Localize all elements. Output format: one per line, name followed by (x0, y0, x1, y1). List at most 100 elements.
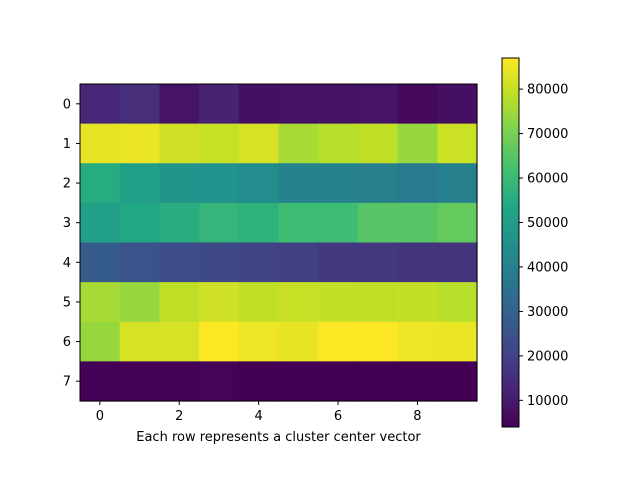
colorbar-tick-label: 60000 (527, 172, 568, 187)
heatmap-cell (119, 84, 160, 125)
heatmap-cell (199, 282, 240, 323)
heatmap-cell (238, 84, 280, 125)
colorbar-tick-label: 30000 (527, 305, 568, 320)
y-tick-label: 0 (63, 97, 71, 112)
heatmap-cell (278, 282, 319, 323)
colorbar-ticks: 10000 20000 30000 40000 50000 60000 70000 80000 (519, 83, 568, 409)
heatmap-cell (437, 84, 478, 125)
heatmap-cell (278, 202, 319, 244)
heatmap-cell (397, 282, 438, 323)
heatmap-cell (397, 361, 438, 402)
heatmap-cell (397, 321, 438, 362)
heatmap-cell (278, 242, 319, 283)
heatmap-cell (119, 321, 160, 362)
heatmap-cell (278, 163, 319, 204)
heatmap-cell (80, 361, 121, 402)
axes-frame (79, 83, 478, 402)
heatmap-cell (119, 361, 160, 402)
colorbar-tick-label: 70000 (527, 127, 568, 142)
heatmap-cell (397, 202, 438, 244)
heatmap-cell (159, 84, 200, 125)
heatmap-cell (238, 282, 280, 323)
heatmap-cell (119, 163, 160, 204)
heatmap-cell (437, 321, 478, 362)
heatmap-cell (318, 282, 359, 323)
heatmap-cell (437, 282, 478, 323)
heatmap-cell (80, 123, 121, 164)
x-tick-label: 4 (255, 409, 263, 424)
heatmap-cell (397, 123, 438, 164)
heatmap-cell (357, 163, 399, 204)
heatmap-cell (437, 163, 478, 204)
colorbar-tick-label: 40000 (527, 260, 568, 275)
heatmap-cell (199, 163, 240, 204)
heatmap-cell (238, 202, 280, 244)
colorbar-tick-label: 50000 (527, 216, 568, 231)
y-tick-label: 3 (63, 216, 71, 231)
heatmap-cell (278, 84, 319, 125)
y-tick-label: 5 (63, 295, 71, 310)
heatmap-cell (238, 242, 280, 283)
x-tick-label: 8 (413, 409, 421, 424)
colorbar-tick-label: 80000 (527, 83, 568, 98)
heatmap-cell (357, 242, 399, 283)
heatmap-cell (278, 123, 319, 164)
heatmap-cell (159, 321, 200, 362)
heatmap-cell (278, 361, 319, 402)
heatmap-cells (80, 84, 478, 402)
heatmap-cell (80, 282, 121, 323)
heatmap-cell (318, 84, 359, 125)
heatmap-cell (397, 242, 438, 283)
y-tick-label: 6 (63, 335, 71, 350)
heatmap-cell (397, 84, 438, 125)
heatmap-cell (318, 242, 359, 283)
heatmap-cell (119, 123, 160, 164)
heatmap-cell (159, 163, 200, 204)
y-tick-label: 7 (63, 375, 71, 390)
heatmap-cell (357, 123, 399, 164)
heatmap-cell (437, 123, 478, 164)
colorbar (501, 57, 520, 428)
heatmap-cell (238, 163, 280, 204)
heatmap-cell (278, 321, 319, 362)
x-axis-label: Each row represents a cluster center vec… (136, 430, 421, 445)
heatmap-cell (119, 242, 160, 283)
x-axis-ticks: 0 2 4 6 8 (96, 401, 422, 424)
heatmap-cell (80, 163, 121, 204)
x-tick-label: 6 (334, 409, 342, 424)
heatmap-cell (318, 123, 359, 164)
heatmap-cell (318, 163, 359, 204)
heatmap-cell (159, 242, 200, 283)
heatmap-cell (119, 202, 160, 244)
colorbar-tick-label: 10000 (527, 394, 568, 409)
heatmap-cell (397, 163, 438, 204)
heatmap-cell (159, 282, 200, 323)
heatmap-cell (199, 202, 240, 244)
heatmap-cell (199, 242, 240, 283)
heatmap-cell (238, 321, 280, 362)
heatmap-cell (199, 123, 240, 164)
heatmap-cell (357, 202, 399, 244)
heatmap-cell (318, 202, 359, 244)
y-axis-ticks: 0 1 2 3 4 5 6 7 (63, 97, 80, 390)
heatmap-cell (80, 84, 121, 125)
heatmap-cell (159, 361, 200, 402)
heatmap-cell (238, 123, 280, 164)
heatmap-cell (159, 202, 200, 244)
y-tick-label: 2 (63, 177, 71, 192)
heatmap-cell (238, 361, 280, 402)
heatmap-cell (159, 123, 200, 164)
y-tick-label: 4 (63, 256, 71, 271)
heatmap-cell (199, 321, 240, 362)
heatmap-cell (199, 84, 240, 125)
y-tick-label: 1 (63, 137, 71, 152)
heatmap-cell (80, 202, 121, 244)
heatmap-cell (357, 321, 399, 362)
heatmap-cell (119, 282, 160, 323)
heatmap-cell (199, 361, 240, 402)
heatmap-cell (318, 361, 359, 402)
heatmap-cell (318, 321, 359, 362)
heatmap-cell (437, 361, 478, 402)
heatmap-cell (437, 242, 478, 283)
